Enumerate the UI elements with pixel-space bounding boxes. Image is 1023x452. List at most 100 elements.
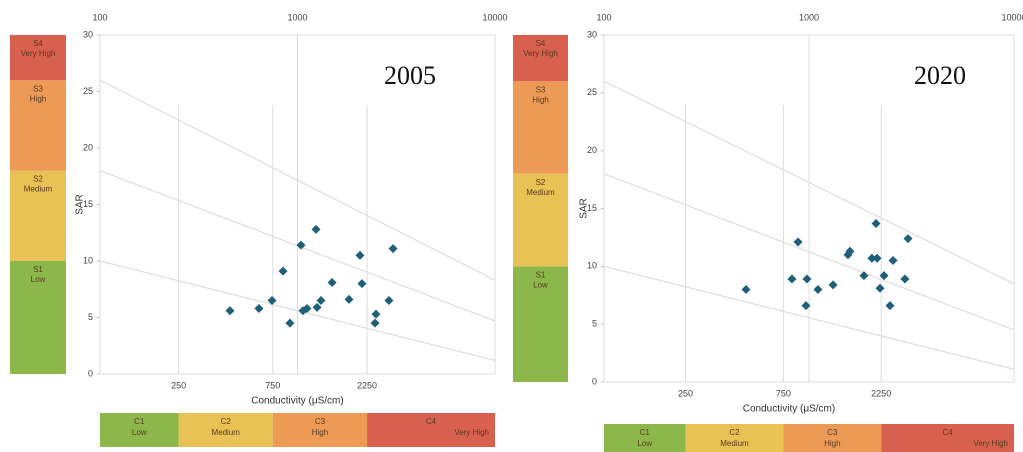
conductivity-class (881, 424, 1014, 452)
salinity-class (513, 35, 568, 82)
hazard-line (99, 260, 496, 362)
data-point (370, 318, 380, 328)
x-tick-label: 250 (678, 388, 693, 398)
hazard-line (603, 173, 1015, 331)
conductivity-label: Very High (454, 428, 489, 437)
conductivity-code: C2 (221, 417, 232, 426)
x-axis-label: Conductivity (μS/cm) (251, 396, 343, 407)
y-axis-label: SAR (579, 198, 590, 219)
panel-title: 2005 (384, 61, 436, 90)
salinity-code: S4 (536, 39, 546, 48)
salinity-code: S3 (33, 84, 43, 93)
salinity-label: Very High (523, 49, 558, 58)
data-point (384, 296, 394, 306)
data-point (267, 296, 277, 306)
y-tick-label: 20 (83, 142, 93, 152)
conductivity-class (272, 413, 368, 447)
y-tick-label: 15 (587, 203, 597, 213)
y-tick-label: 10 (587, 261, 597, 271)
salinity-label: Medium (24, 185, 53, 194)
data-point (903, 234, 913, 244)
salinity-code: S2 (33, 175, 43, 184)
conductivity-class (367, 413, 495, 447)
conductivity-class (685, 424, 784, 452)
y-tick-label: 10 (83, 255, 93, 265)
conductivity-label: Medium (720, 439, 749, 448)
data-point (371, 309, 381, 319)
data-point (357, 279, 367, 289)
conductivity-label: Low (132, 428, 147, 437)
x-tick-label: 2250 (871, 388, 891, 398)
data-point (355, 250, 365, 260)
salinity-class (513, 173, 568, 267)
x-top-tick-label: 100 (596, 12, 611, 22)
data-point (278, 266, 288, 276)
data-point (327, 277, 337, 287)
salinity-label: Medium (526, 188, 555, 197)
x-top-tick-label: 10000 (1001, 12, 1023, 22)
hazard-line (99, 79, 496, 281)
data-point (302, 303, 312, 313)
data-point (388, 244, 398, 254)
data-point (813, 284, 823, 294)
y-tick-label: 20 (587, 145, 597, 155)
salinity-code: S1 (536, 270, 546, 279)
conductivity-code: C3 (315, 417, 326, 426)
x-tick-label: 750 (776, 388, 791, 398)
salinity-class (10, 80, 66, 171)
data-point (787, 274, 797, 284)
salinity-code: S2 (536, 178, 546, 187)
conductivity-code: C4 (426, 417, 437, 426)
hazard-line (603, 265, 1015, 370)
hazard-line (603, 80, 1015, 285)
data-point (872, 253, 882, 263)
conductivity-code: C1 (134, 417, 145, 426)
x-axis-label: Conductivity (μS/cm) (743, 404, 835, 415)
data-point (801, 301, 811, 311)
x-tick-label: 750 (265, 380, 280, 390)
y-tick-label: 15 (83, 199, 93, 209)
y-tick-label: 30 (83, 29, 93, 39)
data-point (316, 296, 326, 306)
y-tick-label: 0 (88, 368, 93, 378)
y-tick-label: 25 (587, 87, 597, 97)
salinity-class (513, 266, 568, 382)
conductivity-label: Very High (973, 439, 1008, 448)
salinity-label: Very High (21, 49, 56, 58)
conductivity-label: Low (637, 439, 652, 448)
salinity-label: High (30, 94, 46, 103)
salinity-code: S4 (33, 39, 43, 48)
conductivity-class (783, 424, 882, 452)
data-point (802, 274, 812, 284)
conductivity-label: High (312, 428, 328, 437)
x-top-tick-label: 10000 (482, 12, 507, 22)
salinity-class (10, 35, 66, 81)
x-tick-label: 250 (171, 380, 186, 390)
salinity-class (10, 261, 66, 374)
conductivity-class (100, 413, 179, 447)
x-top-tick-label: 1000 (799, 12, 819, 22)
conductivity-label: Medium (211, 428, 240, 437)
x-tick-label: 2250 (357, 380, 377, 390)
data-point (867, 253, 877, 263)
data-point (885, 301, 895, 311)
y-tick-label: 0 (592, 376, 597, 386)
data-point (828, 280, 838, 290)
conductivity-code: C1 (640, 428, 651, 437)
data-point (312, 302, 322, 312)
data-point (225, 306, 235, 316)
salinity-code: S3 (536, 85, 546, 94)
y-tick-label: 30 (587, 29, 597, 39)
conductivity-label: High (824, 439, 840, 448)
data-point (254, 303, 264, 313)
data-point (888, 256, 898, 266)
salinity-label: High (532, 95, 548, 104)
data-point (871, 219, 881, 229)
y-axis-label: SAR (75, 194, 86, 215)
data-point (879, 271, 889, 281)
data-point (859, 271, 869, 281)
data-point (311, 224, 321, 234)
panel-title: 2020 (914, 61, 966, 90)
data-point (344, 294, 354, 304)
